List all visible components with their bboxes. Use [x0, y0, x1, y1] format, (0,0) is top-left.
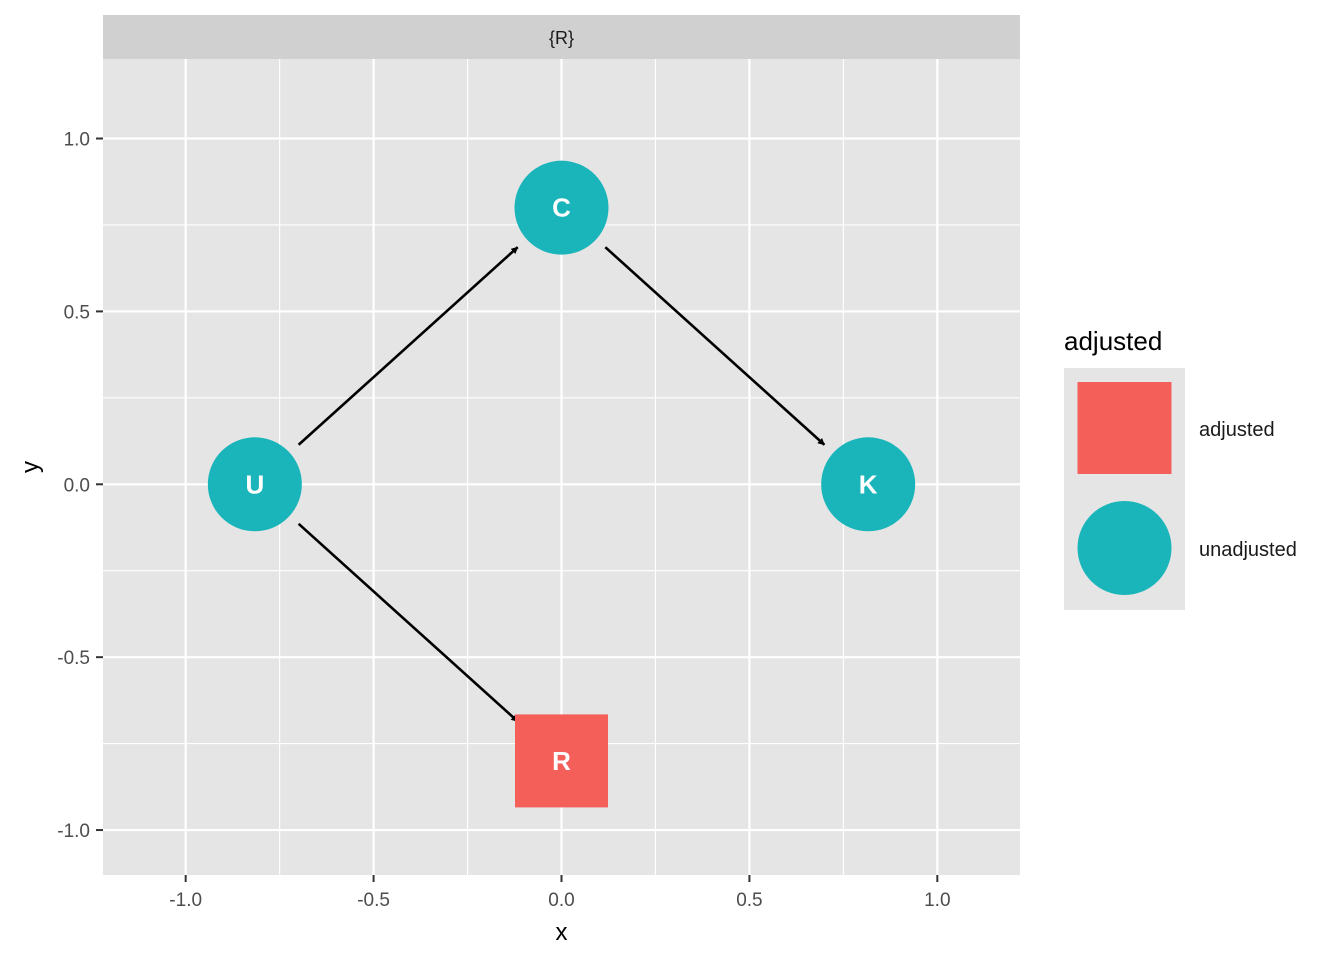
x-tick-label: 0.0: [548, 890, 574, 911]
legend-key-circle: [1077, 501, 1172, 595]
facet-strip: [103, 15, 1020, 59]
edge-u-to-r: [297, 522, 519, 723]
x-tick-label: -1.0: [169, 890, 202, 911]
node-r-label: R: [552, 746, 571, 776]
y-tick-label: 0.5: [64, 302, 90, 323]
y-tick-label: 1.0: [64, 130, 90, 151]
y-axis-title: y: [17, 461, 44, 473]
legend-entries: adjusted unadjusted: [1077, 382, 1297, 595]
legend-label-unadjusted: unadjusted: [1199, 539, 1297, 561]
x-tick-label: 0.5: [736, 890, 762, 911]
nodes: C U K R: [207, 160, 916, 808]
node-c-label: C: [552, 193, 571, 223]
edge-u-to-c: [297, 246, 519, 446]
y-axis: -1.0 -0.5 0.0 0.5 1.0: [57, 130, 103, 842]
x-tick-label: -0.5: [357, 890, 390, 911]
y-tick-label: -1.0: [57, 821, 90, 842]
edge-c-to-k: [604, 246, 826, 446]
node-k-circle: [821, 437, 916, 532]
x-axis: -1.0 -0.5 0.0 0.5 1.0: [169, 875, 951, 911]
node-u-circle: [207, 437, 302, 532]
x-tick-label: 1.0: [924, 890, 950, 911]
legend-label-adjusted: adjusted: [1199, 419, 1275, 441]
y-tick-label: 0.0: [64, 475, 90, 496]
node-c-circle: [514, 160, 609, 255]
facet-strip-label: {R}: [549, 28, 574, 48]
node-u-label: U: [245, 469, 264, 499]
legend: adjusted adjusted unadjusted: [1064, 326, 1297, 610]
legend-title: adjusted: [1064, 326, 1162, 356]
node-k-label: K: [859, 469, 878, 499]
edges: [297, 246, 826, 723]
node-r-square: [515, 714, 608, 808]
x-axis-title: x: [556, 919, 568, 946]
y-tick-label: -0.5: [57, 648, 90, 669]
legend-key-square: [1077, 382, 1172, 474]
